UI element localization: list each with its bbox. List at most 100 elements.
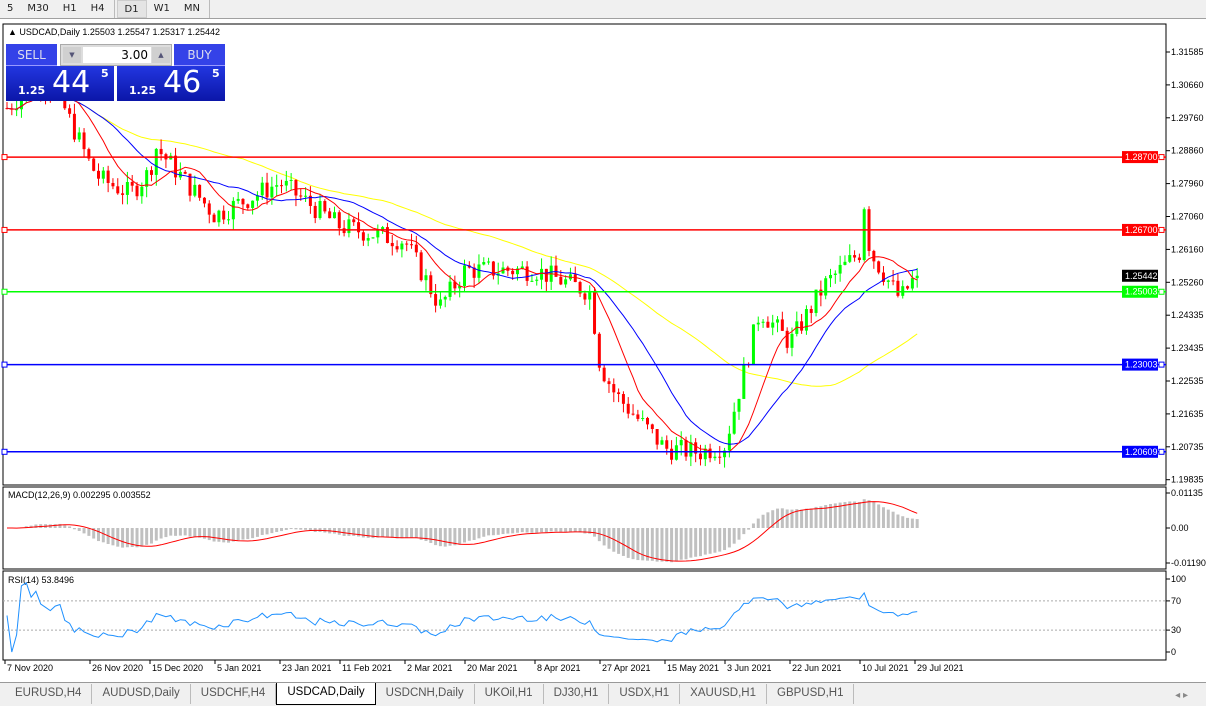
candle-body xyxy=(617,392,621,395)
chart-tabs: EURUSD,H4 AUDUSD,Daily USDCHF,H4 USDCAD,Dai… xyxy=(0,682,1206,706)
price-axis-label: 1.23435 xyxy=(1171,343,1204,353)
tab-scroll-arrows[interactable]: ◂ ▸ xyxy=(1175,690,1188,701)
price-axis-label: 1.27960 xyxy=(1171,179,1204,189)
lot-size-input[interactable]: 3.00 xyxy=(83,47,151,63)
lot-size-stepper[interactable]: ▼ 3.00 ▲ xyxy=(60,44,172,66)
date-axis-label: 7 Nov 2020 xyxy=(7,663,53,673)
candle-body xyxy=(390,242,394,247)
candle-body xyxy=(68,108,72,114)
candle-body xyxy=(395,246,399,250)
price-axis-label: 1.21635 xyxy=(1171,409,1204,419)
candle-body xyxy=(718,456,722,458)
timeframe-5[interactable]: 5 xyxy=(7,3,14,14)
date-axis-label: 15 Dec 2020 xyxy=(152,663,203,673)
candle-body xyxy=(477,264,481,278)
date-axis-label: 29 Jul 2021 xyxy=(917,663,964,673)
chart-tab[interactable]: GBPUSD,H1 xyxy=(767,684,855,704)
candle-body xyxy=(670,448,674,460)
chart-tab[interactable]: UKOil,H1 xyxy=(475,684,544,704)
decrease-lot-button[interactable]: ▼ xyxy=(63,47,81,63)
candle-body xyxy=(434,294,438,306)
level-price-label: 1.26700 xyxy=(1125,225,1158,235)
candle-body xyxy=(111,182,115,187)
candle-body xyxy=(776,319,780,323)
candle-body xyxy=(906,286,910,289)
level-price-label: 1.23003 xyxy=(1125,360,1158,370)
chart-tab[interactable]: EURUSD,H4 xyxy=(5,684,93,704)
sell-price[interactable]: 1.25 44 5 xyxy=(6,66,114,101)
price-axis-label: 1.20735 xyxy=(1171,442,1204,452)
candle-body xyxy=(97,170,100,179)
candle-body xyxy=(357,222,361,233)
level-handle xyxy=(1158,226,1165,233)
candle-body xyxy=(838,264,842,274)
price-chart[interactable]: ▲ USDCAD,Daily 1.25503 1.25547 1.25317 1… xyxy=(0,19,1206,682)
candle-body xyxy=(650,424,654,430)
macd-axis-label: -0.01190 xyxy=(1171,558,1206,568)
candle-body xyxy=(472,267,476,278)
candle-body xyxy=(742,364,746,399)
timeframe-H1[interactable]: H1 xyxy=(62,3,77,14)
chart-tab[interactable]: DJ30,H1 xyxy=(544,684,610,704)
timeframe-H4[interactable]: H4 xyxy=(90,3,105,14)
price-axis-label: 1.31585 xyxy=(1171,47,1204,57)
buy-price[interactable]: 1.25 46 5 xyxy=(117,66,225,101)
chart-tab[interactable]: XAUUSD,H1 xyxy=(680,684,767,704)
level-price-tag xyxy=(1122,445,1158,458)
candle-body xyxy=(328,211,332,219)
candle-body xyxy=(289,179,293,181)
sell-button[interactable]: SELL xyxy=(6,44,57,66)
date-axis-label: 22 Jun 2021 xyxy=(792,663,842,673)
candle-body xyxy=(116,186,120,194)
candle-body xyxy=(756,322,760,325)
candle-body xyxy=(251,200,255,208)
candle-body xyxy=(202,197,206,204)
chart-tab[interactable]: USDX,H1 xyxy=(609,684,681,704)
price-axis-label: 1.25260 xyxy=(1171,277,1204,287)
timeframe-W1[interactable]: W1 xyxy=(153,3,170,14)
rsi-label: RSI(14) 53.8496 xyxy=(8,575,74,585)
price-axis-label: 1.22535 xyxy=(1171,376,1204,386)
rsi-pane-frame xyxy=(2,570,1167,661)
candle-body xyxy=(708,448,712,459)
timeframe-MN[interactable]: MN xyxy=(183,3,200,14)
candle-body xyxy=(280,185,283,187)
candle-body xyxy=(698,453,702,460)
candle-body xyxy=(438,299,442,306)
timeframe-M30[interactable]: M30 xyxy=(27,3,49,14)
candle-body xyxy=(72,113,76,140)
candle-body xyxy=(564,279,568,285)
candle-body xyxy=(313,205,317,219)
chart-header: ▲ USDCAD,Daily 1.25503 1.25547 1.25317 1… xyxy=(8,27,220,37)
rsi-axis-label: 0 xyxy=(1171,647,1176,657)
rsi-axis-label: 30 xyxy=(1171,625,1181,635)
timeframe-toolbar: 5 M30 H1 H4 D1 W1 MN xyxy=(0,0,1206,19)
candle-body xyxy=(727,433,731,451)
candle-body xyxy=(487,261,491,263)
level-handle xyxy=(1158,288,1165,295)
candle-body xyxy=(790,333,794,348)
candle-body xyxy=(506,267,510,271)
candle-body xyxy=(212,214,216,223)
candle-body xyxy=(241,198,245,205)
price-axis-label: 1.19835 xyxy=(1171,475,1204,485)
buy-button[interactable]: BUY xyxy=(174,44,225,66)
macd-signal-line xyxy=(7,501,918,562)
candle-body xyxy=(188,173,192,196)
candle-body xyxy=(352,219,356,223)
chart-tab[interactable]: USDCAD,Daily xyxy=(276,683,376,705)
candle-body xyxy=(872,250,876,262)
chart-tab[interactable]: USDCHF,H4 xyxy=(191,684,277,704)
chart-tab[interactable]: AUDUSD,Daily xyxy=(92,684,191,704)
chart-tab[interactable]: USDCNH,Daily xyxy=(376,684,475,704)
candle-body xyxy=(785,330,789,348)
rsi-line xyxy=(6,582,918,653)
candle-body xyxy=(621,394,625,404)
timeframe-D1[interactable]: D1 xyxy=(116,0,147,18)
increase-lot-button[interactable]: ▲ xyxy=(152,47,170,63)
candle-body xyxy=(886,280,890,282)
current-price-label: 1.25442 xyxy=(1125,271,1158,281)
rsi-axis-label: 100 xyxy=(1171,574,1186,584)
ma-fast-line xyxy=(6,92,918,453)
candle-body xyxy=(679,439,683,446)
